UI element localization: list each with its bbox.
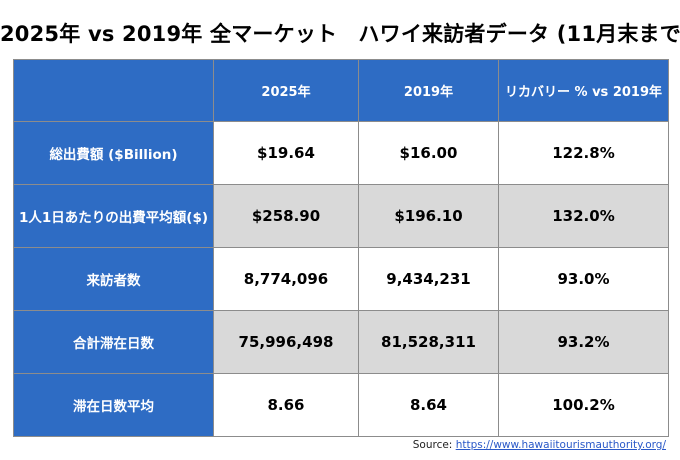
table-row: 総出費額 ($Billion) $19.64 $16.00 122.8% (13, 121, 669, 185)
table-header-row: 2025年 2019年 リカバリー % vs 2019年 (13, 59, 669, 122)
cell-2025: 8.66 (213, 373, 359, 437)
row-label-daily-spending: 1人1日あたりの出費平均額($) (13, 184, 214, 248)
visitor-data-table: 2025年 2019年 リカバリー % vs 2019年 総出費額 ($Bill… (13, 59, 669, 437)
header-2019: 2019年 (358, 59, 499, 122)
cell-recovery: 132.0% (498, 184, 669, 248)
cell-2019: $196.10 (358, 184, 499, 248)
row-label-total-days: 合計滞在日数 (13, 310, 214, 374)
cell-2025: $19.64 (213, 121, 359, 185)
cell-2025: 8,774,096 (213, 247, 359, 311)
row-label-total-spending: 総出費額 ($Billion) (13, 121, 214, 185)
cell-2025: 75,996,498 (213, 310, 359, 374)
cell-2019: 9,434,231 (358, 247, 499, 311)
cell-recovery: 93.2% (498, 310, 669, 374)
cell-recovery: 122.8% (498, 121, 669, 185)
cell-2025: $258.90 (213, 184, 359, 248)
cell-2019: 81,528,311 (358, 310, 499, 374)
table-row: 来訪者数 8,774,096 9,434,231 93.0% (13, 247, 669, 311)
source-link[interactable]: https://www.hawaiitourismauthority.org/ (455, 439, 666, 451)
cell-recovery: 93.0% (498, 247, 669, 311)
table-row: 合計滞在日数 75,996,498 81,528,311 93.2% (13, 310, 669, 374)
cell-2019: 8.64 (358, 373, 499, 437)
row-label-visitors: 来訪者数 (13, 247, 214, 311)
header-corner-cell (13, 59, 214, 122)
source-note: Source: https://www.hawaiitourismauthori… (413, 439, 666, 451)
header-recovery: リカバリー % vs 2019年 (498, 59, 669, 122)
table-row: 1人1日あたりの出費平均額($) $258.90 $196.10 132.0% (13, 184, 669, 248)
table-row: 滞在日数平均 8.66 8.64 100.2% (13, 373, 669, 437)
source-label: Source: (412, 439, 456, 451)
page-title: 2025年 vs 2019年 全マーケット ハワイ来訪者データ (11月末まで) (0, 22, 680, 46)
header-2025: 2025年 (213, 59, 359, 122)
row-label-average-stay: 滞在日数平均 (13, 373, 214, 437)
cell-recovery: 100.2% (498, 373, 669, 437)
cell-2019: $16.00 (358, 121, 499, 185)
